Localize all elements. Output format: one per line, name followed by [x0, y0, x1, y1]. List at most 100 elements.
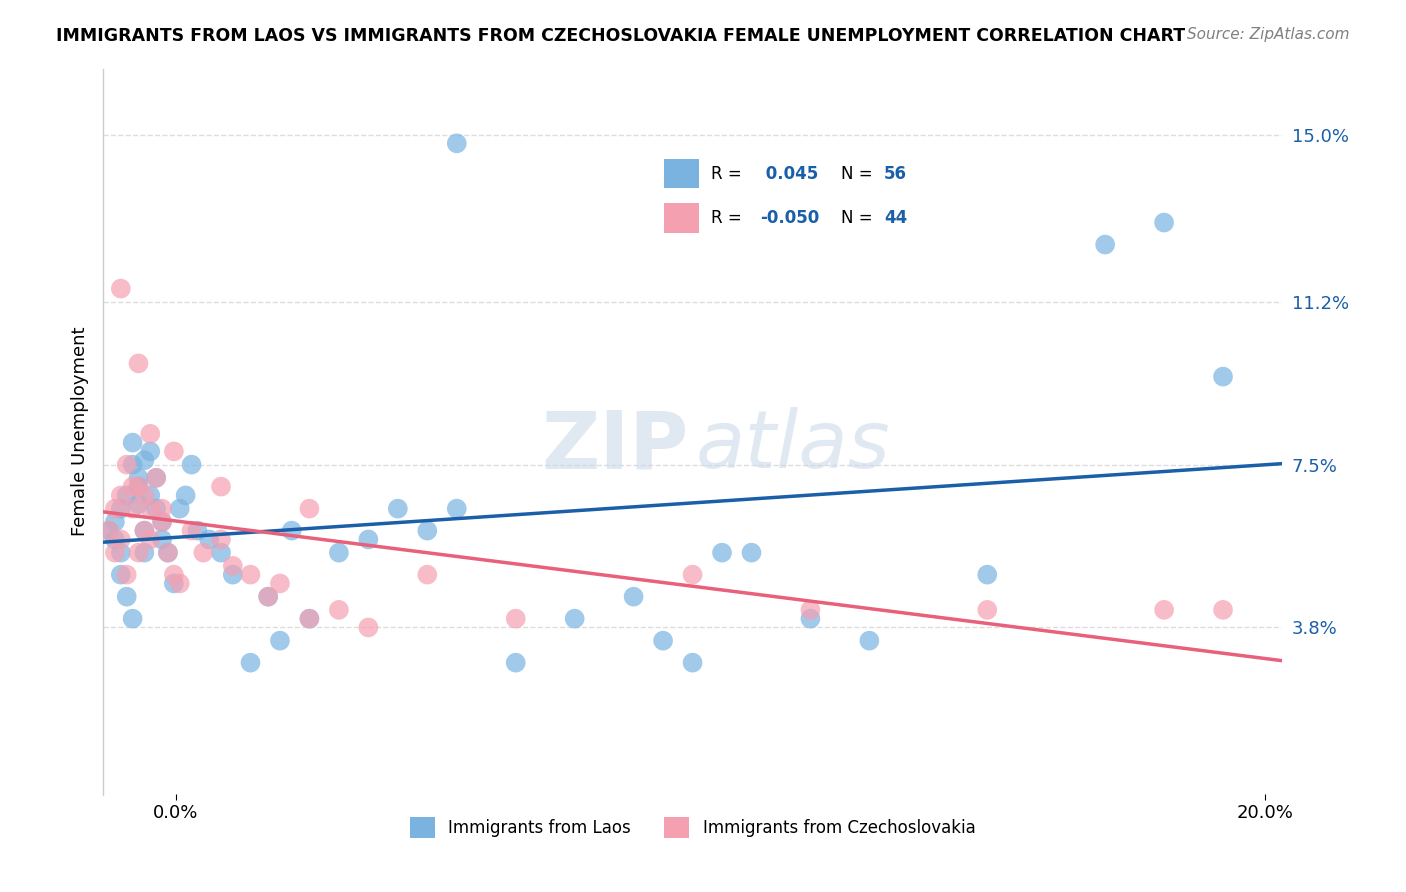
Text: 0.045: 0.045	[761, 165, 818, 183]
Point	[416, 567, 439, 582]
Point	[98, 524, 121, 538]
Point	[110, 282, 132, 296]
Point	[1212, 603, 1234, 617]
Text: atlas: atlas	[696, 407, 891, 485]
Point	[357, 533, 380, 547]
Point	[505, 612, 527, 626]
Point	[104, 515, 127, 529]
Point	[150, 533, 173, 547]
Point	[163, 444, 186, 458]
Point	[110, 501, 132, 516]
Point	[740, 546, 762, 560]
Point	[121, 480, 143, 494]
Point	[115, 590, 138, 604]
Point	[156, 546, 179, 560]
Legend: Immigrants from Laos, Immigrants from Czechoslovakia: Immigrants from Laos, Immigrants from Cz…	[404, 811, 981, 845]
Point	[156, 546, 179, 560]
Point	[98, 524, 121, 538]
Y-axis label: Female Unemployment: Female Unemployment	[72, 326, 89, 536]
Point	[128, 546, 150, 560]
Point	[387, 501, 409, 516]
Point	[104, 533, 127, 547]
Point	[128, 497, 150, 511]
Point	[128, 471, 150, 485]
Point	[134, 488, 156, 502]
Text: ZIP: ZIP	[541, 407, 689, 485]
Point	[1153, 216, 1175, 230]
Point	[416, 524, 439, 538]
Point	[115, 458, 138, 472]
FancyBboxPatch shape	[665, 203, 699, 233]
Text: 44: 44	[884, 209, 907, 227]
Point	[139, 444, 162, 458]
Text: 56: 56	[884, 165, 907, 183]
Point	[239, 656, 262, 670]
Point	[257, 590, 280, 604]
Point	[711, 546, 734, 560]
Point	[169, 501, 191, 516]
Point	[110, 488, 132, 502]
Text: -0.050: -0.050	[761, 209, 820, 227]
Point	[269, 633, 291, 648]
Point	[128, 480, 150, 494]
Point	[145, 501, 167, 516]
Point	[446, 501, 468, 516]
Point	[174, 488, 197, 502]
Point	[180, 458, 202, 472]
Point	[104, 546, 127, 560]
Point	[186, 524, 208, 538]
Point	[799, 612, 821, 626]
Point	[145, 471, 167, 485]
Point	[180, 524, 202, 538]
Point	[134, 524, 156, 538]
Point	[976, 603, 998, 617]
Point	[198, 533, 221, 547]
Point	[128, 480, 150, 494]
Point	[121, 501, 143, 516]
Point	[328, 603, 350, 617]
Point	[150, 515, 173, 529]
Point	[222, 567, 245, 582]
Point	[209, 533, 232, 547]
FancyBboxPatch shape	[665, 159, 699, 188]
Point	[134, 546, 156, 560]
Point	[104, 501, 127, 516]
Point	[623, 590, 645, 604]
Point	[193, 546, 215, 560]
Point	[799, 603, 821, 617]
Point	[150, 515, 173, 529]
Point	[1153, 603, 1175, 617]
Point	[239, 567, 262, 582]
Point	[115, 567, 138, 582]
Point	[446, 136, 468, 151]
Text: R =: R =	[711, 209, 741, 227]
Point	[121, 435, 143, 450]
Text: Source: ZipAtlas.com: Source: ZipAtlas.com	[1187, 27, 1350, 42]
Point	[298, 612, 321, 626]
Point	[357, 620, 380, 634]
Point	[150, 501, 173, 516]
Text: N =: N =	[841, 165, 872, 183]
Point	[121, 458, 143, 472]
Point	[110, 567, 132, 582]
Point	[564, 612, 586, 626]
Point	[652, 633, 675, 648]
Point	[134, 524, 156, 538]
Point	[110, 533, 132, 547]
Point	[134, 453, 156, 467]
Point	[128, 356, 150, 370]
Point	[209, 546, 232, 560]
Point	[169, 576, 191, 591]
Point	[139, 426, 162, 441]
Point	[298, 612, 321, 626]
Point	[976, 567, 998, 582]
Point	[1212, 369, 1234, 384]
Point	[257, 590, 280, 604]
Point	[858, 633, 880, 648]
Text: IMMIGRANTS FROM LAOS VS IMMIGRANTS FROM CZECHOSLOVAKIA FEMALE UNEMPLOYMENT CORRE: IMMIGRANTS FROM LAOS VS IMMIGRANTS FROM …	[56, 27, 1185, 45]
Text: R =: R =	[711, 165, 741, 183]
Point	[121, 612, 143, 626]
Point	[269, 576, 291, 591]
Point	[139, 488, 162, 502]
Point	[222, 558, 245, 573]
